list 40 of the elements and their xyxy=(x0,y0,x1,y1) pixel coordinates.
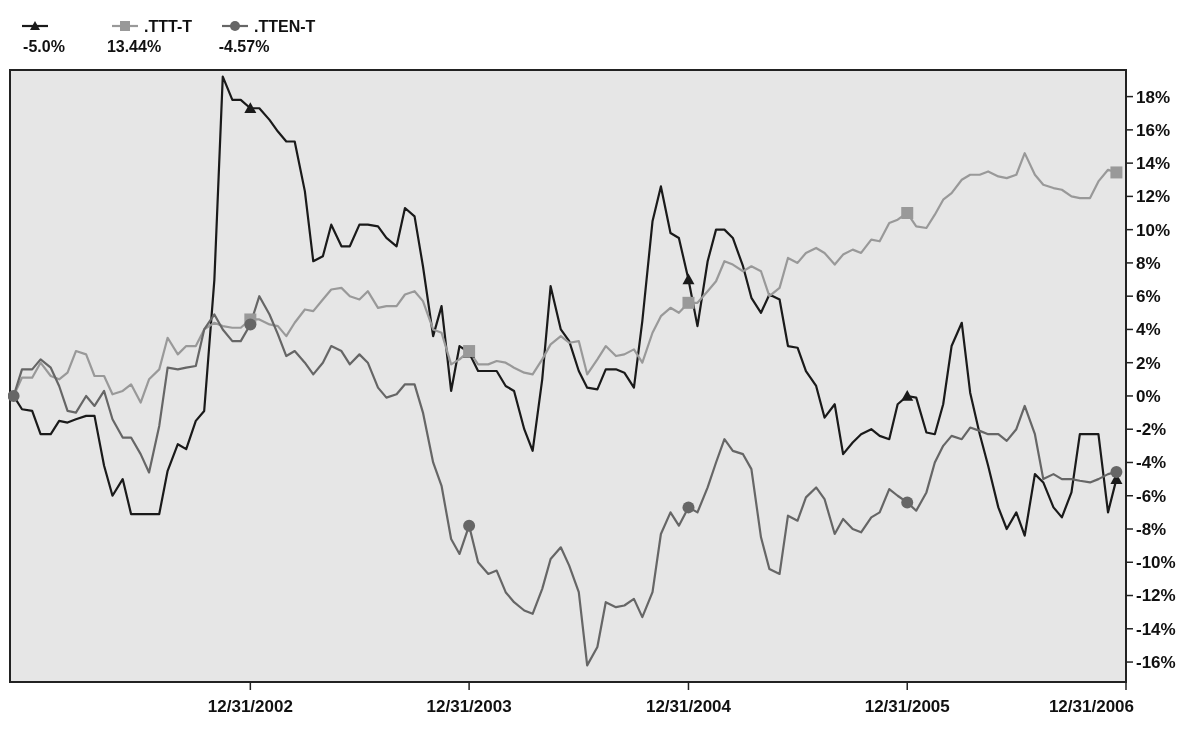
y-tick-label: 12% xyxy=(1136,187,1171,207)
point xyxy=(901,389,914,401)
point xyxy=(463,519,476,532)
y-tick-label: 14% xyxy=(1136,154,1171,174)
x-tick-label: 12/31/2005 xyxy=(864,697,950,716)
point xyxy=(244,318,257,331)
y-tick-label: -14% xyxy=(1136,619,1176,639)
point xyxy=(682,296,695,309)
y-tick-label: -2% xyxy=(1136,420,1167,440)
y-tick-label: 8% xyxy=(1136,253,1161,273)
y-tick-label: -10% xyxy=(1136,553,1176,573)
y-tick-label: 0% xyxy=(1136,386,1161,406)
text: -5.0% xyxy=(23,38,65,55)
y-tick-label: 2% xyxy=(1136,353,1161,373)
y-tick-label: -4% xyxy=(1136,453,1167,473)
x-tick-label: 12/31/2003 xyxy=(426,697,512,716)
legend-label: .TTEN-T xyxy=(254,18,316,35)
point xyxy=(244,102,257,114)
point xyxy=(1110,465,1123,478)
y-tick-label: 10% xyxy=(1136,220,1171,240)
point xyxy=(901,496,914,509)
y-tick-label: -16% xyxy=(1136,652,1176,672)
legend-label: .TTT-T xyxy=(144,18,193,35)
y-tick-label: 6% xyxy=(1136,287,1161,307)
point xyxy=(1110,166,1123,179)
y-tick-label: -6% xyxy=(1136,486,1167,506)
x-tick-label: 12/31/2006 xyxy=(1048,697,1134,716)
point xyxy=(901,207,914,220)
point xyxy=(682,501,695,514)
text: 13.44% xyxy=(106,38,162,55)
point xyxy=(682,273,695,285)
y-tick-label: -12% xyxy=(1136,586,1176,606)
y-tick-label: -8% xyxy=(1136,519,1167,539)
y-tick-label: 16% xyxy=(1136,120,1171,140)
text: -4.57% xyxy=(218,38,270,55)
x-tick-label: 12/31/2002 xyxy=(207,697,293,716)
y-tick-label: 18% xyxy=(1136,87,1171,107)
point xyxy=(8,389,20,402)
x-tick-label: 12/31/2004 xyxy=(645,697,732,716)
y-tick-label: 4% xyxy=(1136,320,1161,340)
